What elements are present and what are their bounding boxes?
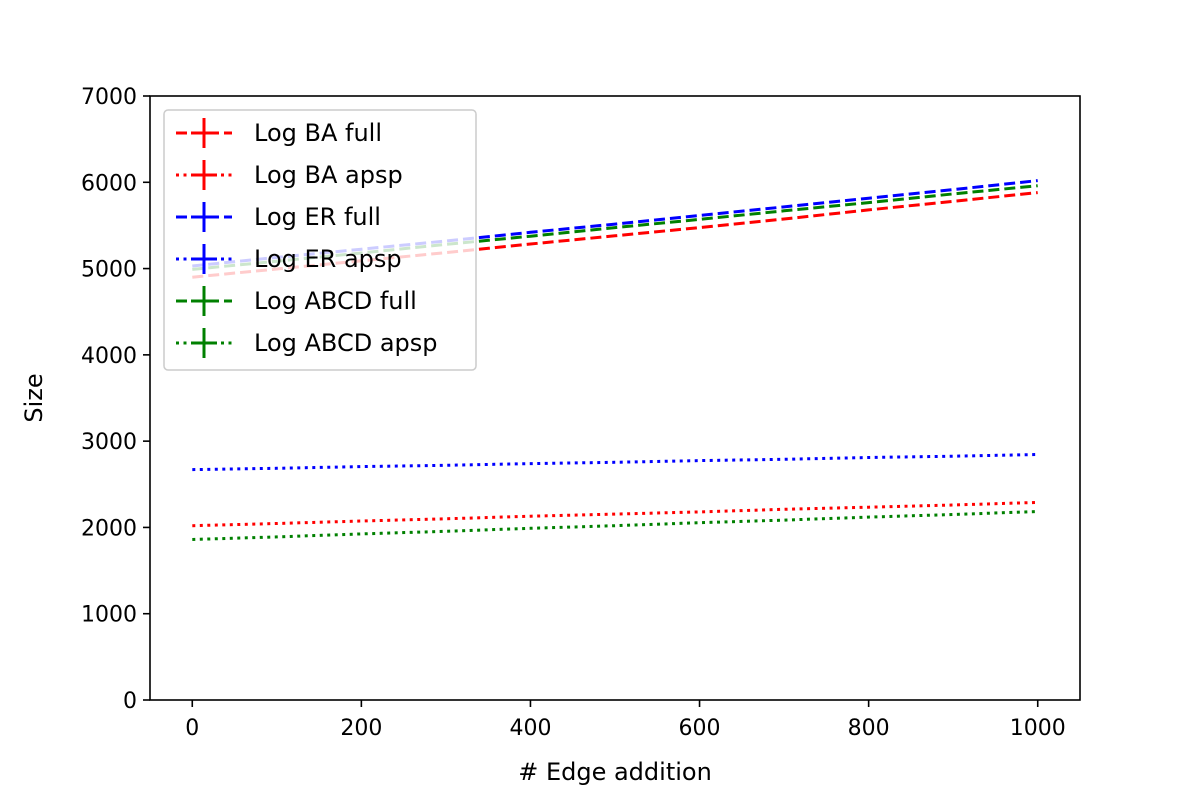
legend-entry-label: Log ABCD full [254, 287, 417, 315]
axes-layer: 0 200 400 600 800 1000 0 1000 2000 3000 4000 5000 60… [81, 85, 1081, 741]
y-tick-label: 4000 [81, 344, 137, 369]
x-tick-label: 0 [185, 716, 199, 741]
series-line-log-ba-apsp [192, 500, 1038, 528]
series-line-log-abcd-full [192, 184, 1038, 271]
series-line-log-abcd-apsp [192, 510, 1038, 541]
legend-box [163, 109, 477, 371]
x-tick-label: 400 [509, 716, 551, 741]
y-tick-label: 5000 [81, 258, 137, 283]
series-line-log-er-full [192, 179, 1038, 268]
x-tick-label: 1000 [1010, 716, 1066, 741]
series-layer [192, 179, 1038, 541]
legend-entry-label: Log ER apsp [254, 245, 402, 273]
plot-frame [149, 95, 1081, 701]
legend-entry-label: Log BA apsp [254, 161, 403, 189]
legend: Log BA full Log BA apsp Log ER full Log ER … [163, 109, 477, 371]
legend-entry-label: Log ER full [254, 203, 381, 231]
y-tick-label: 2000 [81, 516, 137, 541]
y-tick-label: 6000 [81, 171, 137, 196]
y-tick-label: 0 [123, 689, 137, 714]
x-tick-label: 600 [679, 716, 721, 741]
y-tick-label: 3000 [81, 430, 137, 455]
legend-entry-label: Log ABCD apsp [254, 329, 438, 357]
x-tick-label: 200 [340, 716, 382, 741]
series-line-log-ba-full [192, 191, 1038, 279]
series-line-log-er-apsp [192, 453, 1038, 472]
legend-entry-label: Log BA full [254, 119, 382, 147]
x-axis-label: # Edge addition [518, 758, 712, 786]
y-tick-label: 1000 [81, 603, 137, 628]
y-axis-label: Size [20, 373, 48, 422]
x-tick-label: 800 [848, 716, 890, 741]
y-tick-label: 7000 [81, 85, 137, 110]
